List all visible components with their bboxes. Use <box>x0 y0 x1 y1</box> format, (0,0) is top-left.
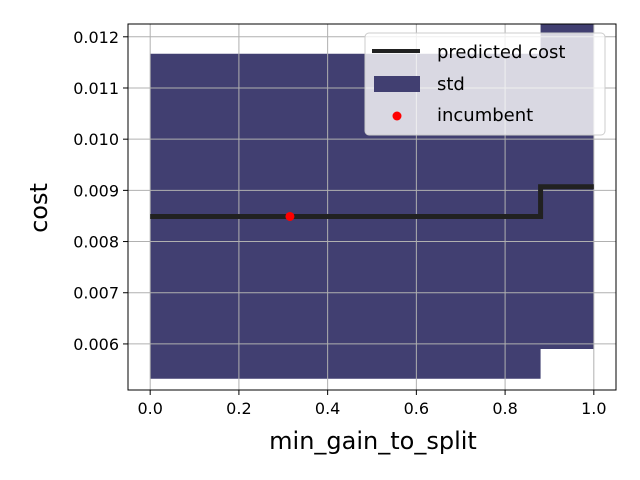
y-tick-label-4: 0.010 <box>73 130 119 149</box>
y-tick-label-5: 0.011 <box>73 79 119 98</box>
x-tick-label-5: 1.0 <box>581 399 606 418</box>
y-tick-label-0: 0.006 <box>73 335 119 354</box>
x-axis-label: min_gain_to_split <box>269 427 477 455</box>
incumbent-point-0 <box>285 211 295 221</box>
legend-label-predicted-cost: predicted cost <box>437 42 565 63</box>
legend-label-incumbent: incumbent <box>437 105 533 126</box>
x-axis-ticks: 0.0 0.2 0.4 0.6 0.8 1.0 <box>137 390 607 418</box>
y-tick-label-3: 0.009 <box>73 181 119 200</box>
x-tick-label-2: 0.4 <box>315 399 340 418</box>
incumbent-layer <box>285 211 295 221</box>
x-tick-label-1: 0.2 <box>226 399 251 418</box>
predicted-cost-layer <box>150 184 594 219</box>
legend-box <box>364 32 606 136</box>
y-tick-label-2: 0.008 <box>73 233 119 252</box>
legend: predicted cost std incumbent <box>364 32 606 136</box>
y-axis-label: cost <box>25 183 53 233</box>
x-tick-label-0: 0.0 <box>137 399 162 418</box>
y-axis-ticks: 0.006 0.007 0.008 0.009 0.010 0.011 0.012 <box>73 28 128 354</box>
x-tick-label-3: 0.6 <box>404 399 429 418</box>
legend-swatch-incumbent <box>392 111 402 121</box>
axes-frame <box>127 23 617 391</box>
legend-swatch-std <box>374 76 420 92</box>
legend-label-std: std <box>437 74 465 95</box>
y-tick-label-6: 0.012 <box>73 28 119 47</box>
y-tick-label-1: 0.007 <box>73 284 119 303</box>
x-tick-label-4: 0.8 <box>492 399 517 418</box>
predicted-cost-line <box>150 184 594 219</box>
